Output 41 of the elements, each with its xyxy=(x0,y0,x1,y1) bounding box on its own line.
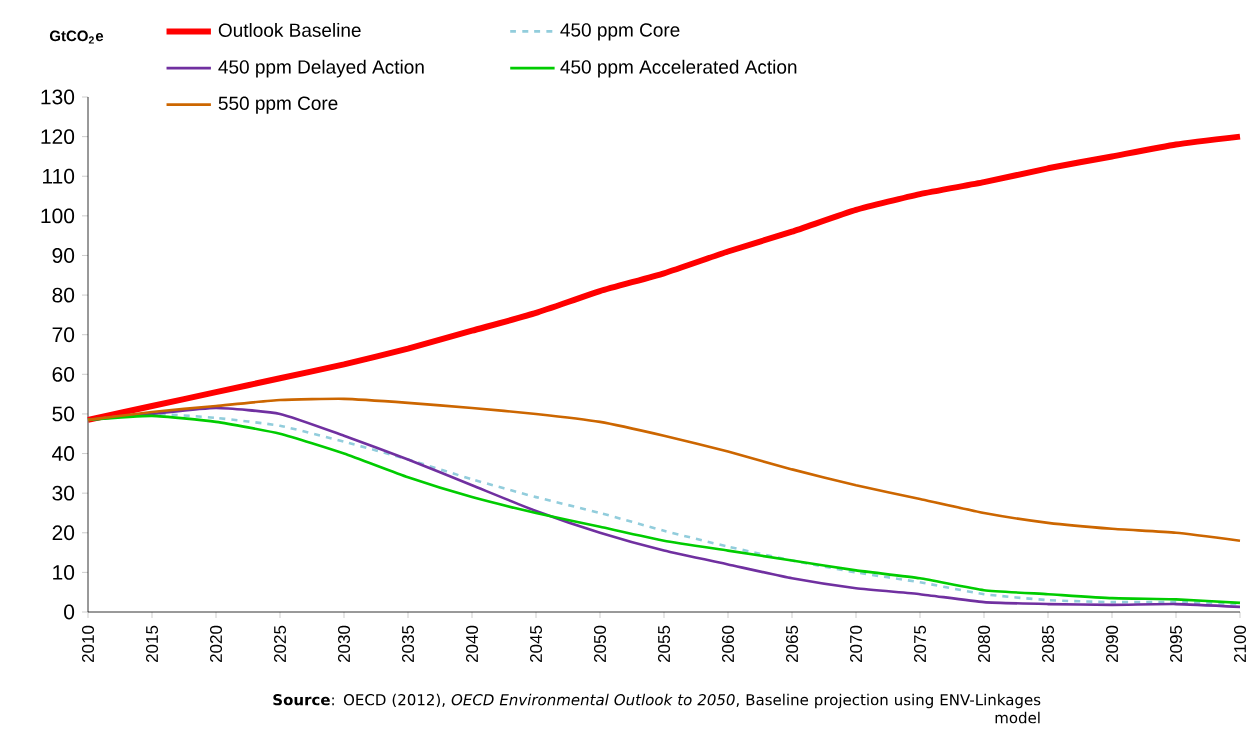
y-tick-label: 80 xyxy=(52,287,75,303)
y-tick-label: 120 xyxy=(41,129,75,145)
x-tick-label: 2085 xyxy=(1042,625,1055,663)
line-series xyxy=(86,397,1242,542)
x-tick-label: 2010 xyxy=(82,625,95,663)
x-tick-label: 2095 xyxy=(1170,625,1183,663)
y-tick-label: 110 xyxy=(43,168,75,184)
legend-label: 450 ppm Accelerated Action xyxy=(560,59,797,78)
y-tick-label: 60 xyxy=(52,366,75,382)
x-tick-label: 2100 xyxy=(1234,625,1247,663)
x-tick-label: 2045 xyxy=(530,625,543,663)
y-tick-label: 70 xyxy=(52,327,75,343)
y-tick-label: 130 xyxy=(41,89,75,105)
y-tick-label: 100 xyxy=(41,208,75,224)
x-tick-label: 2080 xyxy=(978,625,991,663)
x-tick-label: 2065 xyxy=(786,625,799,663)
x-tick-label: 2055 xyxy=(658,625,671,663)
x-tick-label: 2050 xyxy=(594,625,607,663)
x-tick-label: 2040 xyxy=(466,625,479,663)
x-tick-label: 2020 xyxy=(210,625,223,663)
legend-label: 450 ppm Core xyxy=(560,23,680,41)
y-tick-label: 40 xyxy=(52,446,75,461)
text: Source: OECD (2012), OECD Environmental Outlook to 2050, Baseline projection using ENV-Linkages model xyxy=(273,693,1041,724)
y-tick-label: 30 xyxy=(52,485,75,501)
y-tick-label: 50 xyxy=(52,406,75,422)
y-tick-label: 0 xyxy=(64,604,75,620)
y-axis-title: GtCO$_{2}$e xyxy=(49,30,104,44)
legend-label: Outlook Baseline xyxy=(218,23,361,37)
x-tick-label: 2035 xyxy=(402,625,415,663)
x-tick-label: 2030 xyxy=(338,625,351,663)
x-tick-label: 2025 xyxy=(274,625,287,663)
x-tick-label: 2015 xyxy=(146,625,159,663)
x-tick-label: 2060 xyxy=(722,625,735,663)
x-tick-label: 2070 xyxy=(850,625,863,663)
x-tick-label: 2090 xyxy=(1106,625,1119,663)
legend-label: 550 ppm Core xyxy=(218,96,338,114)
y-tick-label: 20 xyxy=(52,525,75,541)
y-tick-label: 90 xyxy=(52,248,75,263)
legend-label: 450 ppm Delayed Action xyxy=(218,59,424,78)
y-tick-label: 10 xyxy=(53,564,75,580)
x-tick-label: 2075 xyxy=(914,625,927,663)
